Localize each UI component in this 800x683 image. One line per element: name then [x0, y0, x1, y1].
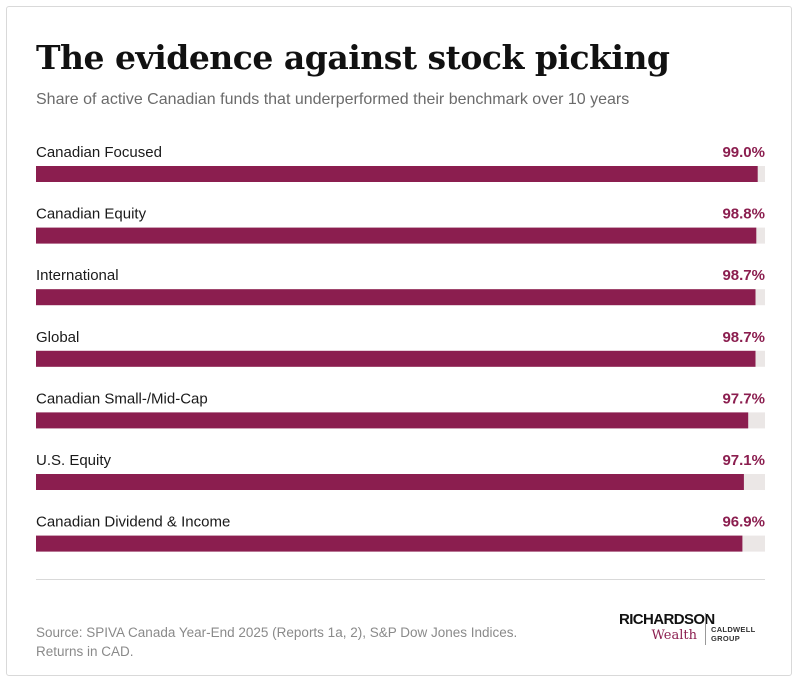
value-label: 99.0% — [722, 144, 765, 161]
value-label: 98.7% — [722, 267, 765, 284]
category-label: Canadian Focused — [36, 144, 162, 161]
bar — [36, 412, 749, 429]
chart-title: The evidence against stock picking — [36, 38, 670, 77]
category-label: Canadian Small-/Mid-Cap — [36, 390, 208, 407]
logo-side-text: CALDWELL GROUP — [711, 625, 756, 643]
source-note: Source: SPIVA Canada Year-End 2025 (Repo… — [36, 625, 518, 659]
category-label: U.S. Equity — [36, 452, 112, 469]
value-label: 97.1% — [722, 452, 765, 469]
bar — [36, 289, 756, 306]
category-label: Canadian Equity — [36, 206, 147, 223]
bar — [36, 350, 756, 367]
chart-subtitle: Share of active Canadian funds that unde… — [36, 91, 630, 108]
logo-subtitle: Wealth — [651, 628, 698, 643]
logo-wordmark: RICHARDSON — [619, 611, 715, 628]
value-label: 98.7% — [722, 329, 765, 346]
category-label: Global — [36, 329, 79, 346]
logo-separator — [705, 613, 706, 645]
value-label: 96.9% — [722, 514, 765, 531]
bar — [36, 535, 743, 552]
category-label: Canadian Dividend & Income — [36, 514, 230, 531]
value-label: 97.7% — [722, 390, 765, 407]
value-label: 98.8% — [722, 206, 765, 223]
chart-card — [6, 6, 792, 676]
bar — [36, 474, 744, 490]
category-label: International — [36, 267, 119, 284]
bar — [36, 166, 758, 182]
divider — [36, 579, 765, 580]
bar — [36, 227, 757, 244]
